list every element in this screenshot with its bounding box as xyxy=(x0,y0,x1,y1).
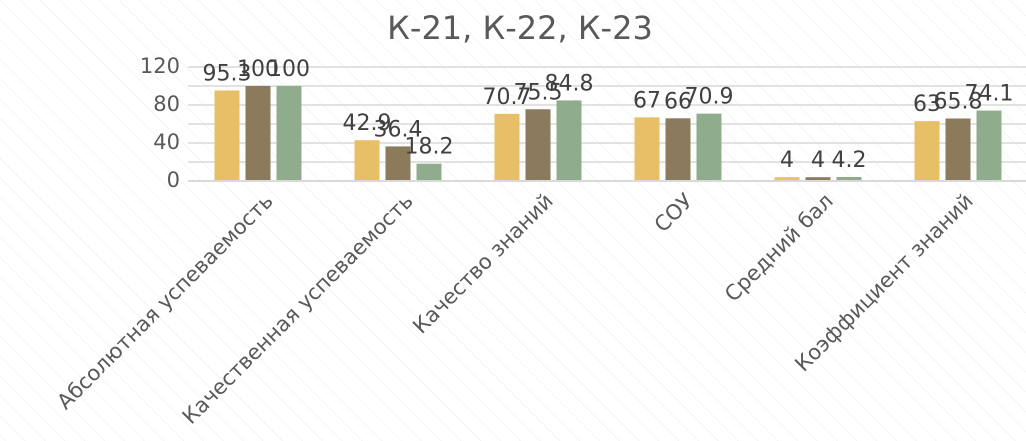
data-label: 70.7 xyxy=(483,85,532,110)
bar xyxy=(976,110,1002,181)
bar xyxy=(805,177,831,181)
data-label: 100 xyxy=(237,57,279,82)
bar xyxy=(525,109,551,181)
bar xyxy=(836,177,862,181)
bar xyxy=(354,140,380,181)
bar xyxy=(696,113,722,181)
data-label: 18.2 xyxy=(405,135,454,160)
bar xyxy=(416,163,442,181)
data-label: 4.2 xyxy=(832,148,867,173)
data-label: 4 xyxy=(811,148,825,173)
data-label: 63 xyxy=(913,92,941,117)
data-label: 36.4 xyxy=(374,117,423,142)
data-label: 42.9 xyxy=(343,111,392,136)
bar xyxy=(276,86,302,181)
data-label: 4 xyxy=(780,148,794,173)
chart-title: К-21, К-22, К-23 xyxy=(387,9,653,47)
data-label: 74.1 xyxy=(965,82,1014,107)
data-label: 66 xyxy=(664,89,692,114)
data-label: 100 xyxy=(268,57,310,82)
bar xyxy=(774,177,800,181)
data-label: 67 xyxy=(633,88,661,113)
data-label: 75.5 xyxy=(514,80,563,105)
bar xyxy=(494,113,520,181)
bar xyxy=(245,86,271,181)
bar xyxy=(556,100,582,181)
data-label: 65.8 xyxy=(934,89,983,114)
bar xyxy=(385,146,411,181)
y-tick-label: 0 xyxy=(167,168,180,192)
data-label: 70.9 xyxy=(685,85,734,110)
bar xyxy=(634,117,660,181)
bar xyxy=(665,118,691,181)
y-tick-label: 80 xyxy=(153,92,180,116)
y-tick-label: 40 xyxy=(153,130,180,154)
data-label: 84.8 xyxy=(545,71,594,96)
bar xyxy=(214,90,240,181)
bar xyxy=(945,118,971,181)
bar xyxy=(914,121,940,181)
data-label: 95.3 xyxy=(203,61,252,86)
y-tick-label: 120 xyxy=(140,54,180,78)
